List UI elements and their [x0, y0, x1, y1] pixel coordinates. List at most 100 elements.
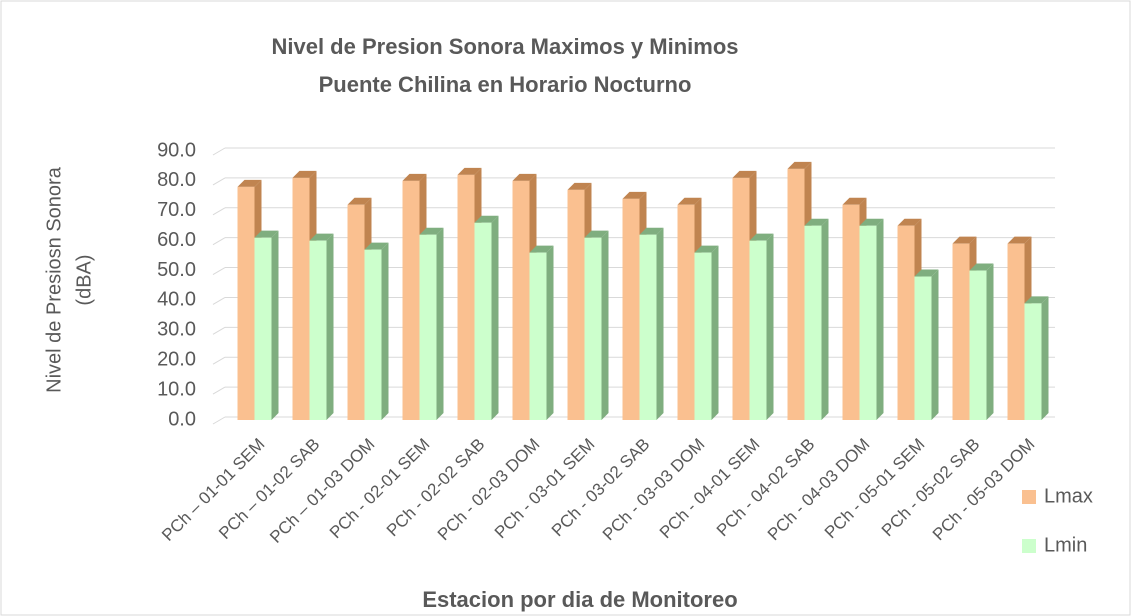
- bar-side: [1041, 296, 1049, 420]
- bar-top: [622, 191, 647, 199]
- bar-top: [732, 170, 757, 178]
- y-tick-label: 20.0: [157, 349, 196, 371]
- y-tick-label: 0.0: [168, 408, 196, 430]
- y-tick-label: 50.0: [157, 259, 196, 281]
- bar-top: [474, 215, 499, 223]
- bar-top: [292, 170, 317, 178]
- bar-top: [237, 179, 262, 187]
- bar-side: [711, 245, 719, 420]
- bar: [254, 237, 272, 420]
- bar-side: [766, 233, 774, 420]
- grid-line: [212, 386, 226, 395]
- x-axis-title: Estacion por dia de Monitoreo: [422, 587, 737, 612]
- y-tick-label: 90.0: [157, 139, 196, 161]
- chart-title: Puente Chilina en Horario Nocturno: [319, 72, 692, 97]
- bar: [732, 177, 750, 420]
- grid-line: [212, 356, 226, 365]
- bar-top: [364, 242, 389, 250]
- bar-top: [512, 173, 537, 181]
- y-tick-label: 70.0: [157, 199, 196, 221]
- bar-top: [969, 263, 994, 271]
- grid-line: [212, 237, 226, 246]
- bar-top: [1007, 236, 1032, 244]
- bar: [402, 180, 420, 420]
- bar-top: [914, 269, 939, 277]
- grid-line: [212, 207, 226, 216]
- bar-top: [952, 236, 977, 244]
- bar-top: [804, 218, 829, 226]
- bar: [457, 174, 475, 420]
- y-axis-title: Nivel de Presiosn Sonora: [43, 166, 65, 393]
- bar-top: [254, 230, 279, 238]
- bar: [804, 225, 822, 420]
- grid-line: [212, 297, 226, 305]
- bar-side: [876, 218, 884, 420]
- bar-top: [749, 233, 774, 241]
- bar-side: [986, 263, 994, 420]
- bar-side: [601, 230, 609, 420]
- y-tick-label: 40.0: [157, 289, 196, 311]
- bar: [969, 270, 987, 420]
- bar: [1024, 303, 1042, 420]
- bar: [787, 168, 805, 420]
- bar-top: [402, 173, 427, 181]
- bar-top: [677, 197, 702, 205]
- y-tick-label: 10.0: [157, 378, 196, 400]
- legend-swatch: [1022, 539, 1036, 553]
- bar: [567, 189, 585, 420]
- bar: [952, 243, 970, 420]
- bar-top: [694, 245, 719, 253]
- bar: [677, 204, 695, 420]
- grid-line: [212, 326, 226, 335]
- bar-top: [859, 218, 884, 226]
- bar-top: [897, 218, 922, 226]
- bar-top: [639, 227, 664, 235]
- bar: [512, 180, 530, 420]
- bar-side: [546, 245, 554, 420]
- bar-side: [931, 269, 939, 420]
- bar-top: [529, 245, 554, 253]
- legend-label: Lmax: [1044, 485, 1093, 507]
- bar-top: [787, 161, 812, 169]
- grid-line: [212, 147, 226, 156]
- bar-top: [347, 197, 372, 205]
- bar-side: [326, 233, 334, 420]
- bar: [842, 204, 860, 420]
- y-axis-title: (dBA): [73, 254, 95, 305]
- bar-side: [656, 227, 664, 420]
- y-tick-label: 60.0: [157, 229, 196, 251]
- bar: [419, 234, 437, 420]
- legend-label: Lmin: [1044, 534, 1087, 556]
- y-tick-label: 30.0: [157, 319, 196, 341]
- bar: [309, 240, 327, 420]
- legend-swatch: [1022, 490, 1036, 504]
- bar-top: [1024, 296, 1049, 304]
- bar: [364, 249, 382, 420]
- bar: [529, 252, 547, 420]
- grid-line: [212, 416, 226, 425]
- bar-top: [567, 182, 592, 190]
- bar-side: [436, 227, 444, 420]
- bar-side: [271, 230, 279, 420]
- bar-top: [584, 230, 609, 238]
- bar: [639, 234, 657, 420]
- bar-top: [419, 227, 444, 235]
- bar: [859, 225, 877, 420]
- bar-top: [309, 233, 334, 241]
- bar: [347, 204, 365, 420]
- bar: [292, 177, 310, 420]
- bar: [749, 240, 767, 420]
- bar: [1007, 243, 1025, 420]
- bar-top: [842, 197, 867, 205]
- bar: [897, 225, 915, 420]
- bar: [694, 252, 712, 420]
- y-tick-label: 80.0: [157, 169, 196, 191]
- grid-line: [212, 267, 226, 275]
- bar-side: [491, 215, 499, 420]
- grid-line: [212, 177, 226, 186]
- bar-side: [821, 218, 829, 420]
- chart-title: Nivel de Presion Sonora Maximos y Minimo…: [271, 34, 738, 59]
- bar-top: [457, 167, 482, 175]
